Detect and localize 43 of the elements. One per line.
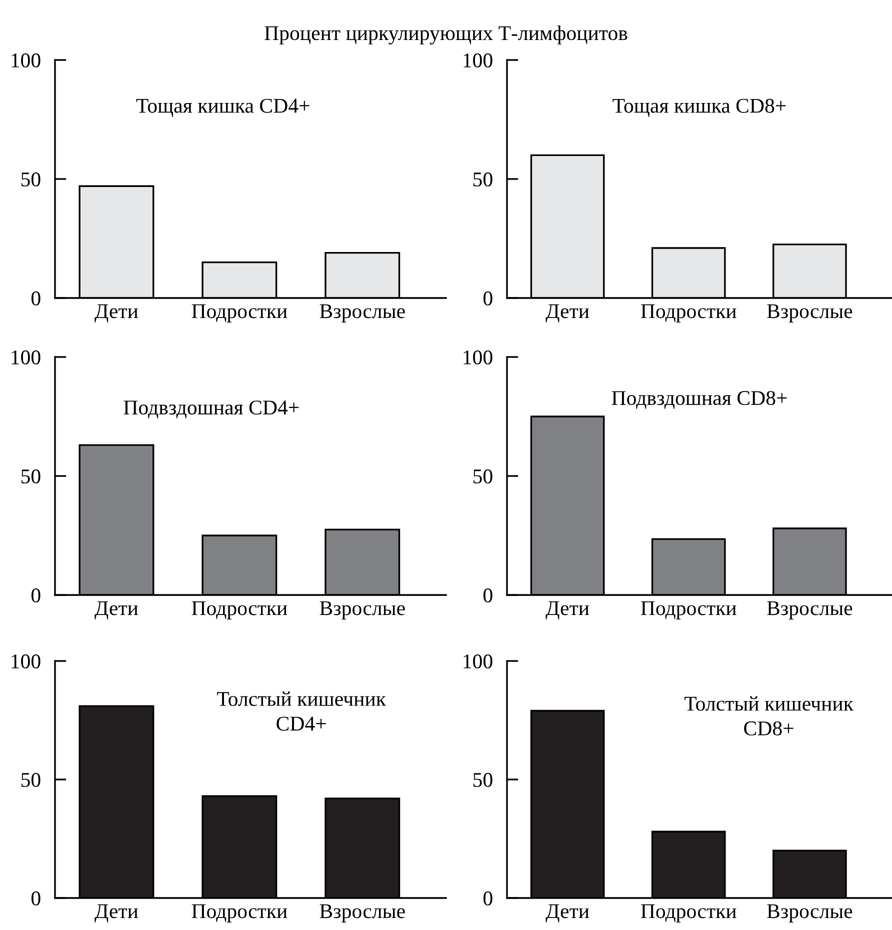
y-tick-label: 0	[31, 891, 40, 906]
y-tick-label: 100	[464, 53, 492, 68]
x-tick-label: Подростки	[640, 904, 736, 922]
text: Тощая кишка CD4+	[136, 98, 310, 117]
y-tick-label: 50	[473, 772, 492, 787]
y-tick-label: 100	[464, 350, 492, 364]
y-tick-label: 100	[12, 53, 40, 68]
x-tick-label: Взрослые	[320, 601, 405, 620]
x-tick-label: Дети	[546, 601, 590, 620]
x-tick-label: Подростки	[192, 304, 288, 322]
y-tick-label: 0	[483, 291, 492, 306]
x-tick-label: Дети	[94, 904, 138, 922]
y-tick-label: 50	[473, 172, 492, 186]
text: Подвздошная CD8+	[612, 390, 787, 409]
y-tick-label: 100	[464, 654, 492, 668]
y-tick-label: 50	[21, 172, 40, 186]
x-tick-label: Взрослые	[320, 304, 405, 322]
text: Толстый кишечник CD8+	[684, 696, 854, 736]
text: Процент циркулирующих Т-лимфоцитов	[264, 26, 628, 44]
y-tick-label: 0	[483, 588, 492, 602]
x-tick-label: Подростки	[640, 304, 736, 322]
y-tick-label: 50	[21, 469, 40, 484]
x-tick-label: Взрослые	[767, 904, 852, 922]
y-tick-label: 100	[12, 654, 40, 668]
y-tick-label: 50	[21, 772, 40, 787]
x-tick-label: Подростки	[640, 601, 736, 620]
x-tick-label: Взрослые	[767, 601, 852, 620]
x-tick-label: Подростки	[192, 904, 288, 922]
y-tick-label: 100	[12, 350, 40, 364]
x-tick-label: Дети	[94, 601, 138, 620]
y-tick-label: 0	[483, 891, 492, 906]
y-tick-label: 50	[473, 469, 492, 484]
text: Толстый кишечник CD4+	[217, 692, 386, 731]
y-tick-label: 0	[31, 291, 40, 306]
x-tick-label: Взрослые	[767, 304, 852, 322]
x-tick-label: Дети	[546, 904, 590, 922]
x-tick-label: Подростки	[192, 601, 288, 620]
y-tick-label: 0	[31, 588, 40, 602]
x-tick-label: Дети	[546, 304, 590, 322]
x-tick-label: Взрослые	[320, 904, 405, 922]
x-tick-label: Дети	[94, 304, 138, 322]
text: Подвздошная CD4+	[124, 400, 299, 418]
text: Тощая кишка CD8+	[612, 98, 786, 117]
